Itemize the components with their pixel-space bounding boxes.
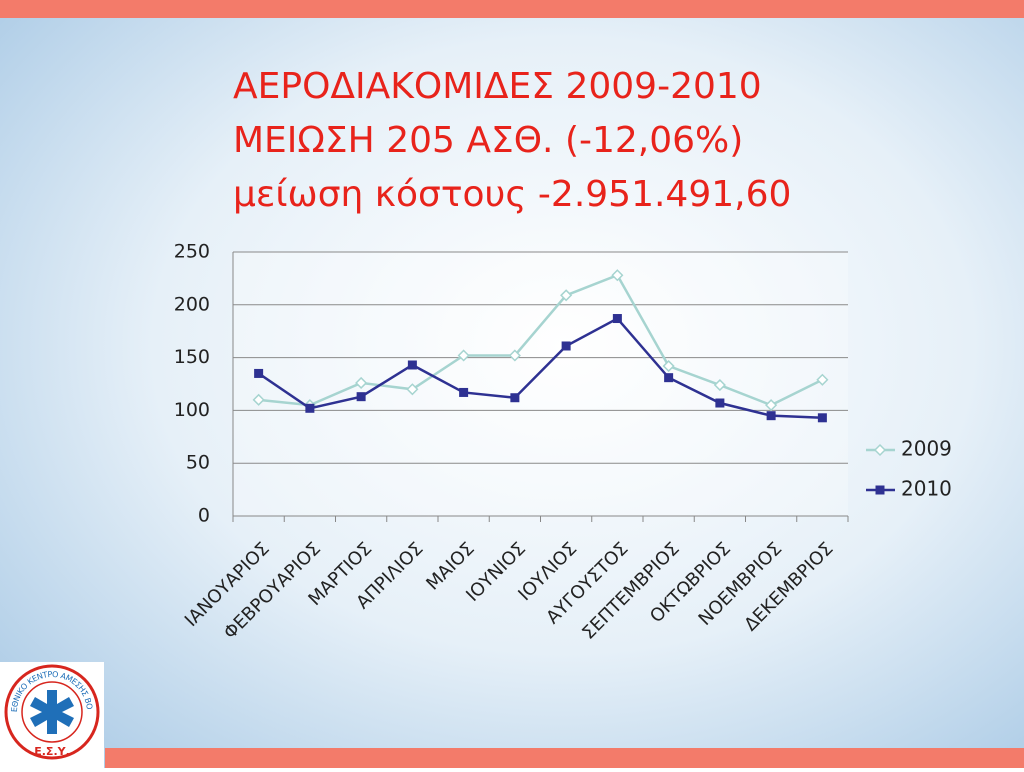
marker <box>406 383 419 396</box>
legend-marker <box>873 443 887 457</box>
top-band <box>0 0 1024 18</box>
marker <box>817 413 827 423</box>
chart-title: μείωση κόστους -2.951.491,60 <box>233 174 791 215</box>
y-tick-label: 0 <box>198 505 210 527</box>
marker <box>356 392 366 402</box>
y-tick-label: 200 <box>174 293 210 315</box>
y-tick-label: 50 <box>186 452 210 474</box>
marker <box>254 368 264 378</box>
series-line <box>258 273 823 407</box>
marker <box>766 411 776 421</box>
series-line <box>257 316 823 420</box>
marker <box>355 376 368 390</box>
legend-label: 2010 <box>901 477 952 501</box>
marker <box>510 393 520 403</box>
marker <box>252 393 265 406</box>
marker <box>715 398 725 408</box>
chart-title: ΜΕΙΩΣΗ 205 ΑΣΘ. (-12,06%) <box>233 120 743 161</box>
marker <box>816 373 829 386</box>
marker <box>560 289 573 302</box>
logo-inner-ring <box>21 681 83 743</box>
chart-title: ΑΕΡΟΔΙΑΚΟΜΙΔΕΣ 2009-2010 <box>233 66 762 107</box>
marker <box>561 341 571 351</box>
marker <box>612 314 622 324</box>
marker <box>459 387 469 397</box>
y-tick-label: 100 <box>174 399 210 421</box>
legend-marker <box>875 485 885 495</box>
plot-area <box>233 252 848 516</box>
y-tick-label: 250 <box>174 241 210 263</box>
marker <box>508 349 521 362</box>
marker <box>662 359 675 373</box>
marker <box>457 349 470 362</box>
logo-star <box>30 690 74 734</box>
y-tick-label: 150 <box>174 346 210 368</box>
marker <box>713 378 726 392</box>
marker <box>664 373 674 383</box>
marker <box>611 269 624 282</box>
marker <box>407 360 417 370</box>
marker <box>765 399 778 412</box>
logo-label: Ε.Σ.Υ. <box>34 745 70 758</box>
marker <box>305 403 315 413</box>
bottom-band <box>105 748 1024 768</box>
legend-label: 2009 <box>901 437 952 461</box>
